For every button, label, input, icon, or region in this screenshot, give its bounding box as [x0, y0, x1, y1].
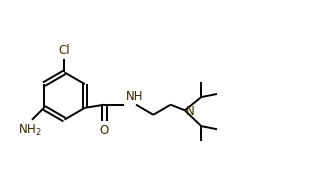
Text: Cl: Cl — [59, 44, 70, 57]
Text: N: N — [186, 105, 195, 118]
Text: NH$_2$: NH$_2$ — [18, 123, 42, 138]
Text: O: O — [100, 124, 109, 137]
Text: NH: NH — [126, 90, 143, 103]
